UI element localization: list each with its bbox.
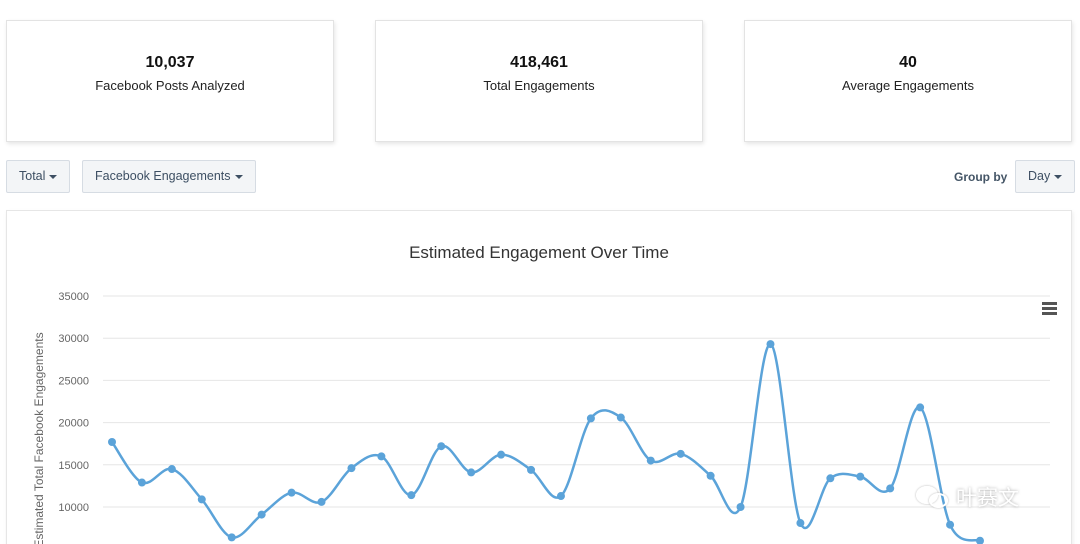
data-point[interactable] (556, 492, 565, 501)
data-point[interactable] (407, 491, 416, 500)
y-tick-label: 15000 (58, 460, 89, 472)
y-axis-title: Estimated Total Facebook Engagements (32, 332, 46, 544)
stat-card-engagements: 418,461 Total Engagements (375, 20, 703, 142)
data-point[interactable] (946, 520, 955, 529)
data-point[interactable] (317, 497, 326, 506)
data-point[interactable] (287, 488, 296, 497)
data-point[interactable] (766, 340, 775, 349)
metric-dropdown[interactable]: Facebook Engagements (82, 160, 256, 193)
caret-down-icon (49, 174, 58, 179)
data-point[interactable] (736, 503, 745, 511)
watermark-text: 叶赛文 (956, 487, 1019, 510)
y-tick-label: 20000 (58, 418, 89, 430)
data-point[interactable] (497, 450, 506, 459)
group-by-dropdown[interactable]: Day (1015, 160, 1076, 193)
stat-card-average: 40 Average Engagements (744, 20, 1072, 142)
data-point[interactable] (826, 474, 835, 483)
total-dropdown[interactable]: Total (6, 160, 71, 193)
chart-panel (6, 210, 1072, 544)
stat-label: Facebook Posts Analyzed (95, 78, 245, 93)
chart-title: Estimated Engagement Over Time (409, 243, 669, 262)
data-point[interactable] (257, 510, 266, 519)
data-point[interactable] (646, 456, 655, 465)
stat-value: 40 (899, 54, 917, 71)
data-point[interactable] (227, 533, 236, 542)
data-point[interactable] (467, 468, 476, 477)
data-point[interactable] (886, 484, 895, 493)
data-point[interactable] (108, 438, 116, 447)
data-point[interactable] (796, 519, 805, 528)
stat-card-posts: 10,037 Facebook Posts Analyzed (6, 20, 334, 142)
series-line (110, 342, 981, 542)
data-point[interactable] (347, 464, 356, 473)
total-dropdown-label: Total (19, 169, 46, 183)
data-point[interactable] (706, 471, 715, 480)
data-point[interactable] (586, 414, 595, 423)
stat-value: 418,461 (510, 54, 568, 71)
group-by-value: Day (1028, 169, 1051, 183)
data-point[interactable] (527, 465, 536, 474)
data-point[interactable] (616, 413, 625, 422)
data-point[interactable] (976, 536, 984, 544)
y-tick-label: 25000 (58, 375, 89, 387)
data-point[interactable] (167, 465, 176, 474)
stat-label: Average Engagements (841, 78, 975, 93)
caret-down-icon (234, 174, 243, 179)
data-point[interactable] (377, 452, 386, 461)
y-tick-label: 10000 (58, 502, 89, 514)
data-point[interactable] (916, 403, 925, 412)
y-tick-label: 35000 (58, 291, 89, 303)
hamburger-menu-icon[interactable] (1042, 302, 1057, 315)
data-point[interactable] (437, 442, 446, 451)
watermark: 叶赛文 (916, 480, 1019, 514)
data-point[interactable] (137, 478, 146, 487)
metric-dropdown-label: Facebook Engagements (95, 169, 231, 183)
stat-value: 10,037 (145, 54, 195, 71)
wechat-icon (916, 484, 950, 510)
group-by-label: Group by (954, 170, 1008, 184)
caret-down-icon (1054, 174, 1063, 179)
data-point[interactable] (197, 495, 206, 504)
y-tick-label: 30000 (58, 333, 89, 345)
stat-label: Total Engagements (483, 78, 595, 93)
data-point[interactable] (856, 472, 865, 481)
data-point[interactable] (676, 449, 685, 458)
